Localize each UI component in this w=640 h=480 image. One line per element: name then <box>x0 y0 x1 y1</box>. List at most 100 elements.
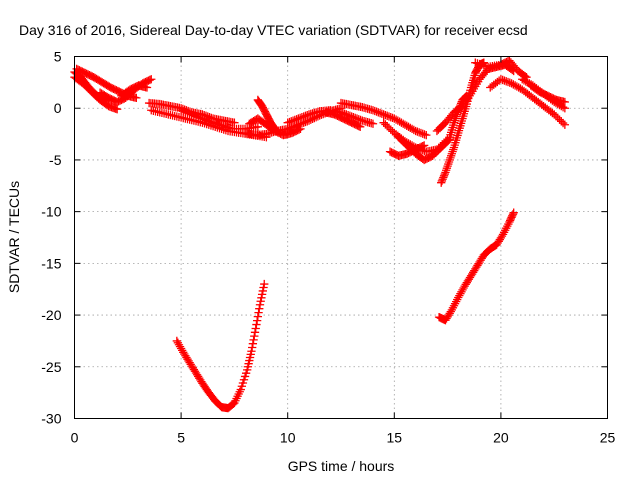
data-point <box>505 217 514 227</box>
data-point <box>383 121 392 131</box>
data-point <box>553 113 562 123</box>
data-point <box>249 335 258 345</box>
x-tick-label: 25 <box>600 430 616 446</box>
data-point <box>248 339 258 348</box>
data-point <box>247 347 256 356</box>
data-point <box>558 118 568 128</box>
data-point <box>444 136 453 145</box>
series-track-2 <box>70 73 122 114</box>
y-tick-label: -15 <box>41 255 61 271</box>
data-point <box>507 213 516 222</box>
data-point <box>259 283 268 292</box>
data-point <box>240 372 250 381</box>
data-point <box>356 122 365 131</box>
data-point <box>132 93 141 103</box>
x-tick-label: 10 <box>280 430 296 446</box>
data-point <box>256 297 265 306</box>
data-point <box>260 279 269 289</box>
data-point <box>379 118 388 127</box>
series-track-5 <box>117 81 152 100</box>
data-point <box>555 115 564 124</box>
data-point <box>244 359 253 368</box>
data-point <box>147 75 156 84</box>
y-tick-label: -30 <box>41 411 61 427</box>
data-point <box>238 378 248 388</box>
series-track-22 <box>486 75 570 129</box>
data-point <box>255 304 264 313</box>
x-tick-label: 15 <box>387 430 403 446</box>
y-axis-label: SDTVAR / TECUs <box>6 181 22 293</box>
data-point <box>254 308 263 317</box>
y-tick-label: -10 <box>41 204 61 220</box>
data-point <box>384 123 394 133</box>
data-point <box>296 124 305 134</box>
data-point <box>246 350 255 359</box>
data-point <box>368 119 378 128</box>
data-point <box>506 214 515 224</box>
data-point <box>239 375 249 384</box>
series-track-12 <box>283 106 378 128</box>
data-point <box>253 312 263 321</box>
data-point <box>112 105 122 114</box>
data-point <box>418 141 427 151</box>
data-point <box>250 328 260 337</box>
data-point <box>422 130 431 140</box>
series-track-21 <box>471 56 531 82</box>
data-point <box>419 141 429 150</box>
data-point <box>236 385 245 394</box>
data-point <box>354 121 363 131</box>
data-point <box>252 316 262 325</box>
data-point <box>257 290 267 299</box>
series-track-13 <box>336 98 431 140</box>
data-point <box>251 324 260 333</box>
data-point <box>557 117 566 126</box>
data-point <box>253 122 263 131</box>
x-tick-label: 20 <box>493 430 509 446</box>
data-point <box>252 320 261 329</box>
data-point <box>386 125 395 134</box>
data-point <box>241 369 251 378</box>
data-point <box>258 286 267 296</box>
data-point <box>245 356 254 365</box>
x-tick-label: 5 <box>177 430 185 446</box>
series-track-24 <box>526 81 570 107</box>
series-track-11 <box>245 114 305 140</box>
x-tick-label: 0 <box>71 430 79 446</box>
data-point <box>142 83 152 92</box>
data-point <box>250 331 259 341</box>
data-point <box>145 75 154 85</box>
data-point <box>237 382 247 391</box>
y-tick-label: 0 <box>54 100 62 116</box>
data-point <box>248 343 257 352</box>
data-point <box>560 97 570 107</box>
axis-ticks: 0 5 10 15 20 25 5 0 -5 -10 -15 -20 -25 -30 <box>41 49 615 446</box>
data-point <box>257 293 266 302</box>
data-point <box>243 362 253 371</box>
data-point <box>560 120 570 129</box>
data-point <box>508 210 518 219</box>
x-axis-label: GPS time / hours <box>288 458 395 474</box>
y-tick-label: -20 <box>41 307 61 323</box>
series-arc-2 <box>434 208 518 325</box>
data-point <box>381 120 390 129</box>
data-point <box>294 125 304 134</box>
chart-title: Day 316 of 2016, Sidereal Day-to-day VTE… <box>19 22 528 38</box>
data-point <box>243 365 252 375</box>
y-tick-label: 5 <box>54 49 62 65</box>
data-point <box>388 127 397 136</box>
plot-frame <box>74 56 608 419</box>
data-point <box>509 208 518 217</box>
data-point <box>551 111 561 121</box>
data-layer <box>70 56 570 413</box>
y-tick-label: -5 <box>49 152 62 168</box>
y-tick-label: -25 <box>41 359 61 375</box>
data-point <box>245 353 255 362</box>
data-point <box>508 211 517 220</box>
data-point <box>505 216 515 225</box>
series-track-17 <box>394 133 454 165</box>
series-track-14 <box>321 108 365 131</box>
series-arc-1 <box>172 279 269 413</box>
data-point <box>255 300 265 309</box>
series-track-10 <box>253 95 280 134</box>
